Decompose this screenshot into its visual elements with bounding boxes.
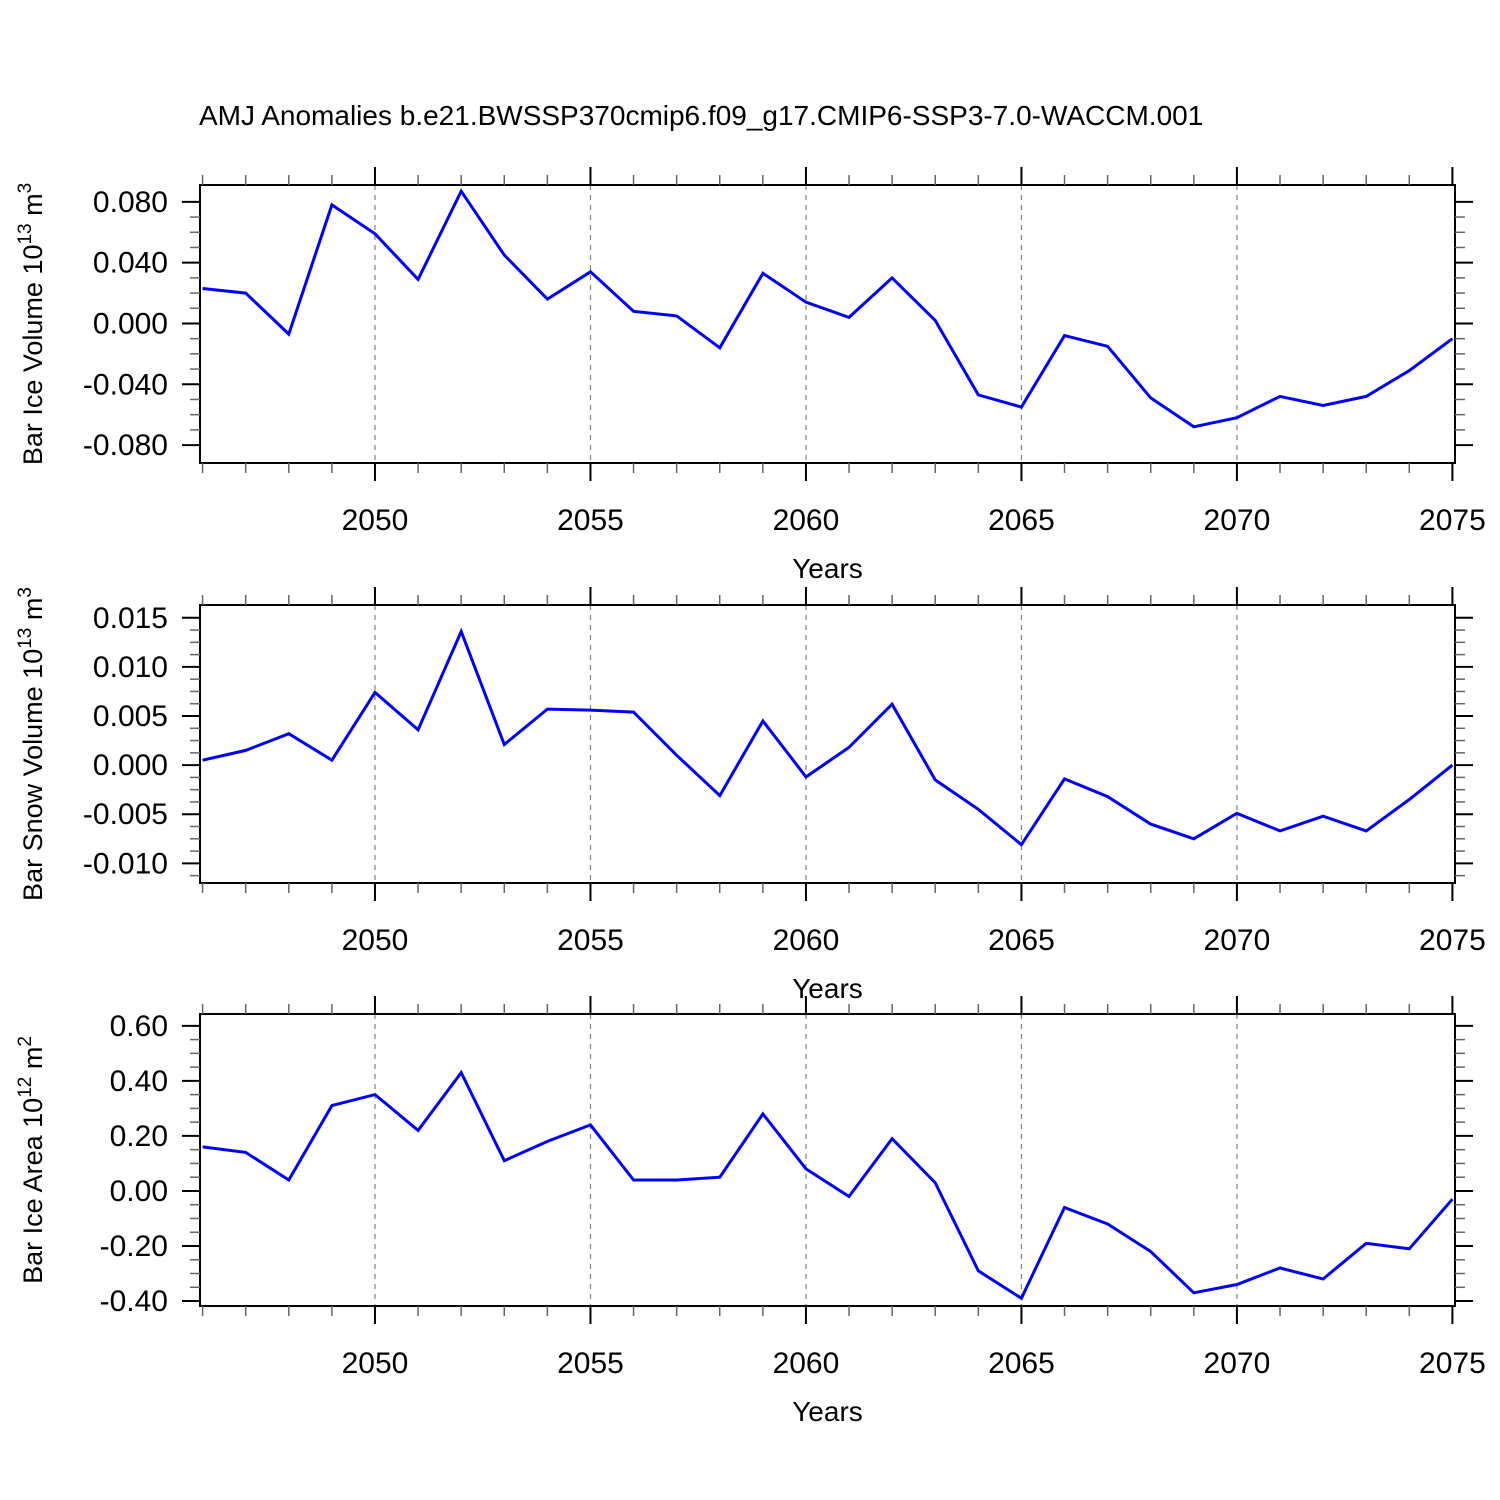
x-tick-label: 2065 bbox=[988, 504, 1055, 537]
series-line-bar-snow-volume bbox=[202, 627, 1454, 847]
panel-frame bbox=[199, 604, 1456, 884]
x-tick-label: 2075 bbox=[1419, 504, 1486, 537]
y-axis-title: Bar Ice Volume 1013 m3 bbox=[15, 183, 48, 465]
x-tick-label: 2060 bbox=[773, 504, 840, 537]
y-tick-label: -0.20 bbox=[100, 1230, 168, 1263]
y-tick-label: 0.005 bbox=[93, 700, 168, 733]
y-tick-label: 0.000 bbox=[93, 749, 168, 782]
x-tick-label: 2075 bbox=[1419, 924, 1486, 957]
panel-bar-ice-area: 2050 2055 2060 2065 2070 2075 Years 0.60 0.40 0.2… bbox=[15, 996, 1486, 1427]
series-line-bar-ice-volume bbox=[202, 188, 1454, 429]
panel-bar-ice-volume: 2050 2055 2060 2065 2070 2075 Years 0.080 0.040 0… bbox=[15, 167, 1486, 584]
x-axis-title: Years bbox=[792, 553, 863, 584]
page-title: AMJ Anomalies b.e21.BWSSP370cmip6.f09_g1… bbox=[199, 100, 1204, 131]
x-axis-title: Years bbox=[792, 1396, 863, 1427]
y-tick-label: -0.005 bbox=[83, 798, 168, 831]
series-line-bar-ice-area bbox=[202, 1069, 1454, 1301]
y-tick-label: 0.010 bbox=[93, 651, 168, 684]
y-tick-label: 0.040 bbox=[93, 247, 168, 280]
y-axis-title: Bar Snow Volume 1013 m3 bbox=[15, 587, 48, 901]
x-axis-title: Years bbox=[792, 973, 863, 1004]
x-tick-label: 2065 bbox=[988, 924, 1055, 957]
x-tick-label: 2055 bbox=[557, 924, 624, 957]
panel-frame bbox=[199, 184, 1456, 464]
x-tick-label: 2055 bbox=[557, 504, 624, 537]
x-tick-label: 2055 bbox=[557, 1347, 624, 1380]
y-tick-label: 0.40 bbox=[110, 1065, 168, 1098]
x-tick-label: 2070 bbox=[1204, 504, 1271, 537]
y-tick-label: 0.00 bbox=[110, 1175, 168, 1208]
y-axis-title: Bar Ice Area 1012 m2 bbox=[15, 1036, 48, 1284]
x-tick-label: 2065 bbox=[988, 1347, 1055, 1380]
x-tick-label: 2075 bbox=[1419, 1347, 1486, 1380]
x-tick-label: 2070 bbox=[1204, 924, 1271, 957]
x-tick-label: 2070 bbox=[1204, 1347, 1271, 1380]
x-tick-label: 2050 bbox=[342, 924, 409, 957]
y-tick-label: 0.60 bbox=[110, 1010, 168, 1043]
y-tick-label: -0.010 bbox=[83, 847, 168, 880]
x-tick-label: 2050 bbox=[342, 1347, 409, 1380]
y-tick-label: 0.080 bbox=[93, 186, 168, 219]
x-tick-label: 2050 bbox=[342, 504, 409, 537]
y-tick-label: 0.000 bbox=[93, 307, 168, 340]
panel-frame bbox=[199, 1013, 1456, 1307]
y-tick-label: 0.20 bbox=[110, 1120, 168, 1153]
panel-bar-snow-volume: 2050 2055 2060 2065 2070 2075 Years 0.015 0.010 0… bbox=[15, 587, 1486, 1004]
x-tick-label: 2060 bbox=[773, 1347, 840, 1380]
y-tick-label: -0.40 bbox=[100, 1285, 168, 1318]
y-tick-label: 0.015 bbox=[93, 602, 168, 635]
y-tick-label: -0.080 bbox=[83, 429, 168, 462]
y-tick-label: -0.040 bbox=[83, 368, 168, 401]
x-tick-label: 2060 bbox=[773, 924, 840, 957]
